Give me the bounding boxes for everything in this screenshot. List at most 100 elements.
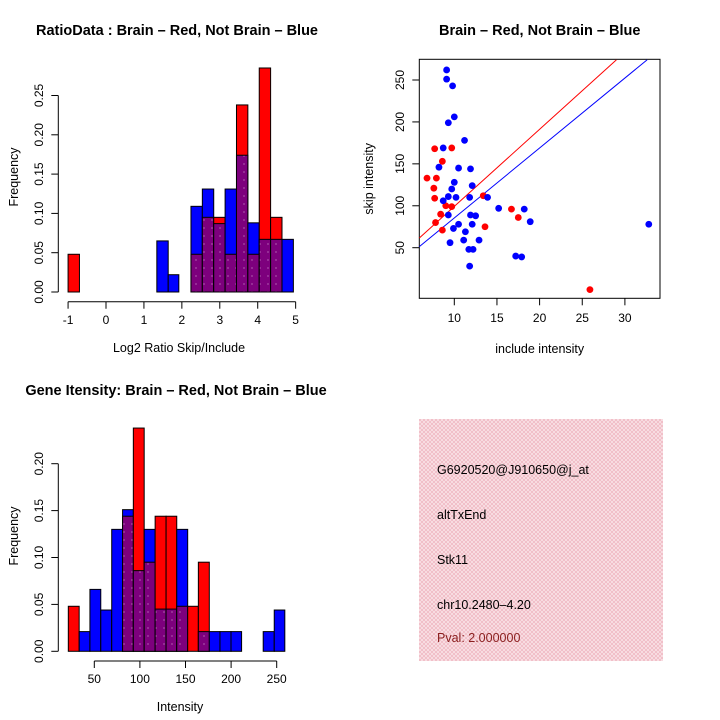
gene-intensity-histogram-panel: 0.00 0.05 0.10 0.15 0.20 50 100 150 200 250 Gene I…	[0, 360, 360, 720]
series-red	[423, 144, 594, 294]
x-tick-label: 2	[179, 313, 186, 327]
hist-bar-blue	[219, 631, 232, 652]
gene-info-panel: G6920520@J910650@j_at altTxEnd Stk11 chr…	[360, 360, 720, 720]
data-point-red	[423, 174, 431, 182]
hist-bar-blue	[111, 528, 124, 652]
hist-bar-overlap	[247, 253, 260, 293]
x-axis-label: Intensity	[157, 700, 204, 714]
hist-bar-blue	[273, 609, 286, 652]
plot-box	[418, 58, 661, 299]
data-point-blue	[439, 144, 447, 152]
ratio-histogram-panel: 0.00 0.05 0.10 0.15 0.20 0.25 -1 0 1 2 3 4 5 RatioDat…	[0, 0, 360, 360]
y-tick-label: 0.05	[32, 241, 46, 265]
y-tick-label: 200	[393, 112, 407, 132]
data-point-blue	[520, 205, 528, 213]
hist-bar-overlap	[143, 561, 156, 652]
y-tick-label: 0.05	[32, 592, 46, 616]
gene-info-box: G6920520@J910650@j_at altTxEnd Stk11 chr…	[419, 419, 663, 661]
data-point-blue	[460, 236, 468, 244]
chart-title: Brain – Red, Not Brain – Blue	[439, 23, 640, 39]
data-point-blue	[435, 163, 443, 171]
x-tick-label: 250	[267, 672, 287, 686]
ratio-histogram-chart: 0.00 0.05 0.10 0.15 0.20 0.25 -1 0 1 2 3 4 5 RatioDat…	[7, 23, 318, 355]
data-point-blue	[450, 178, 458, 186]
data-point-red	[431, 145, 439, 153]
data-point-blue	[444, 119, 452, 127]
y-tick-label: 0.25	[32, 83, 46, 107]
x-tick-label: 4	[254, 313, 261, 327]
hist-bar-blue	[89, 588, 102, 652]
hist-bar-overlap	[213, 223, 226, 293]
hist-bar-overlap	[154, 608, 167, 652]
probe-id-text: G6920520@J910650@j_at	[437, 463, 589, 477]
data-point-blue	[518, 253, 526, 261]
data-point-red	[430, 184, 438, 192]
x-tick-label: 10	[448, 311, 462, 325]
data-point-blue	[475, 236, 483, 244]
y-tick-label: 0.00	[32, 639, 46, 663]
x-tick-label: 25	[576, 311, 590, 325]
intensity-scatter-chart: 10 15 20 25 30 50 100 150 200 250 Brain – Red, Not…	[362, 23, 661, 356]
data-point-blue	[467, 165, 474, 173]
data-point-blue	[467, 211, 474, 219]
event-type-text: altTxEnd	[437, 508, 487, 522]
data-point-red	[431, 194, 439, 202]
y-tick-label: 0.20	[32, 123, 46, 147]
y-tick-label: 100	[393, 195, 407, 215]
hist-bar-overlap	[235, 154, 249, 293]
data-point-red	[438, 157, 446, 165]
data-point-red	[432, 174, 440, 182]
y-tick-label: 0.15	[32, 499, 46, 523]
series-blue	[435, 66, 653, 270]
data-point-blue	[472, 212, 480, 220]
hist-bar-overlap	[201, 216, 215, 293]
x-tick-label: 30	[618, 311, 632, 325]
data-point-blue	[461, 136, 468, 144]
hist-bar-blue	[208, 631, 221, 652]
y-tick-label: 0.20	[32, 452, 46, 476]
data-point-blue	[448, 185, 456, 193]
hist-bar-overlap	[224, 253, 237, 293]
data-point-red	[508, 205, 515, 213]
data-point-red	[514, 214, 522, 221]
data-point-blue	[455, 220, 462, 228]
hist-bar-overlap	[176, 605, 189, 652]
x-axis-label: include intensity	[495, 342, 585, 356]
data-point-blue	[466, 193, 474, 201]
x-tick-label: 150	[175, 672, 195, 686]
gene_hist-bars	[67, 427, 286, 652]
data-point-red	[481, 223, 489, 231]
data-point-red	[448, 203, 456, 211]
data-point-blue	[444, 211, 452, 219]
pval-text: Pval: 2.000000	[437, 631, 521, 645]
data-point-blue	[450, 113, 458, 121]
data-point-blue	[455, 164, 462, 172]
y-tick-label: 250	[393, 70, 407, 90]
hist-bar-overlap	[132, 570, 145, 652]
y-axis-label: Frequency	[7, 506, 21, 566]
data-point-blue	[452, 193, 460, 201]
hist-bar-red	[187, 605, 199, 652]
x-tick-label: 5	[292, 313, 299, 327]
hist-bar-blue	[262, 631, 275, 652]
data-point-blue	[469, 245, 477, 253]
gene_hist-axes	[51, 463, 278, 668]
data-point-blue	[443, 66, 451, 74]
data-point-blue	[495, 204, 503, 212]
gene-intensity-histogram-chart: 0.00 0.05 0.10 0.15 0.20 50 100 150 200 250 Gene I…	[7, 383, 327, 714]
data-point-blue	[466, 262, 474, 270]
data-point-blue	[444, 193, 452, 200]
hist-bar-red	[67, 253, 80, 293]
data-point-blue	[468, 220, 476, 228]
hist-bar-overlap	[122, 515, 134, 652]
data-point-red	[437, 210, 445, 218]
y-tick-label: 150	[393, 154, 407, 174]
hist-bar-overlap	[197, 631, 210, 652]
chart-title: Gene Itensity: Brain – Red, Not Brain – …	[25, 383, 326, 399]
data-point-blue	[526, 218, 534, 226]
x-tick-label: 15	[490, 311, 504, 325]
data-point-blue	[443, 75, 451, 83]
x-tick-label: 100	[130, 672, 150, 686]
blue-fit-line	[419, 59, 648, 247]
scatter-axes	[412, 58, 661, 306]
